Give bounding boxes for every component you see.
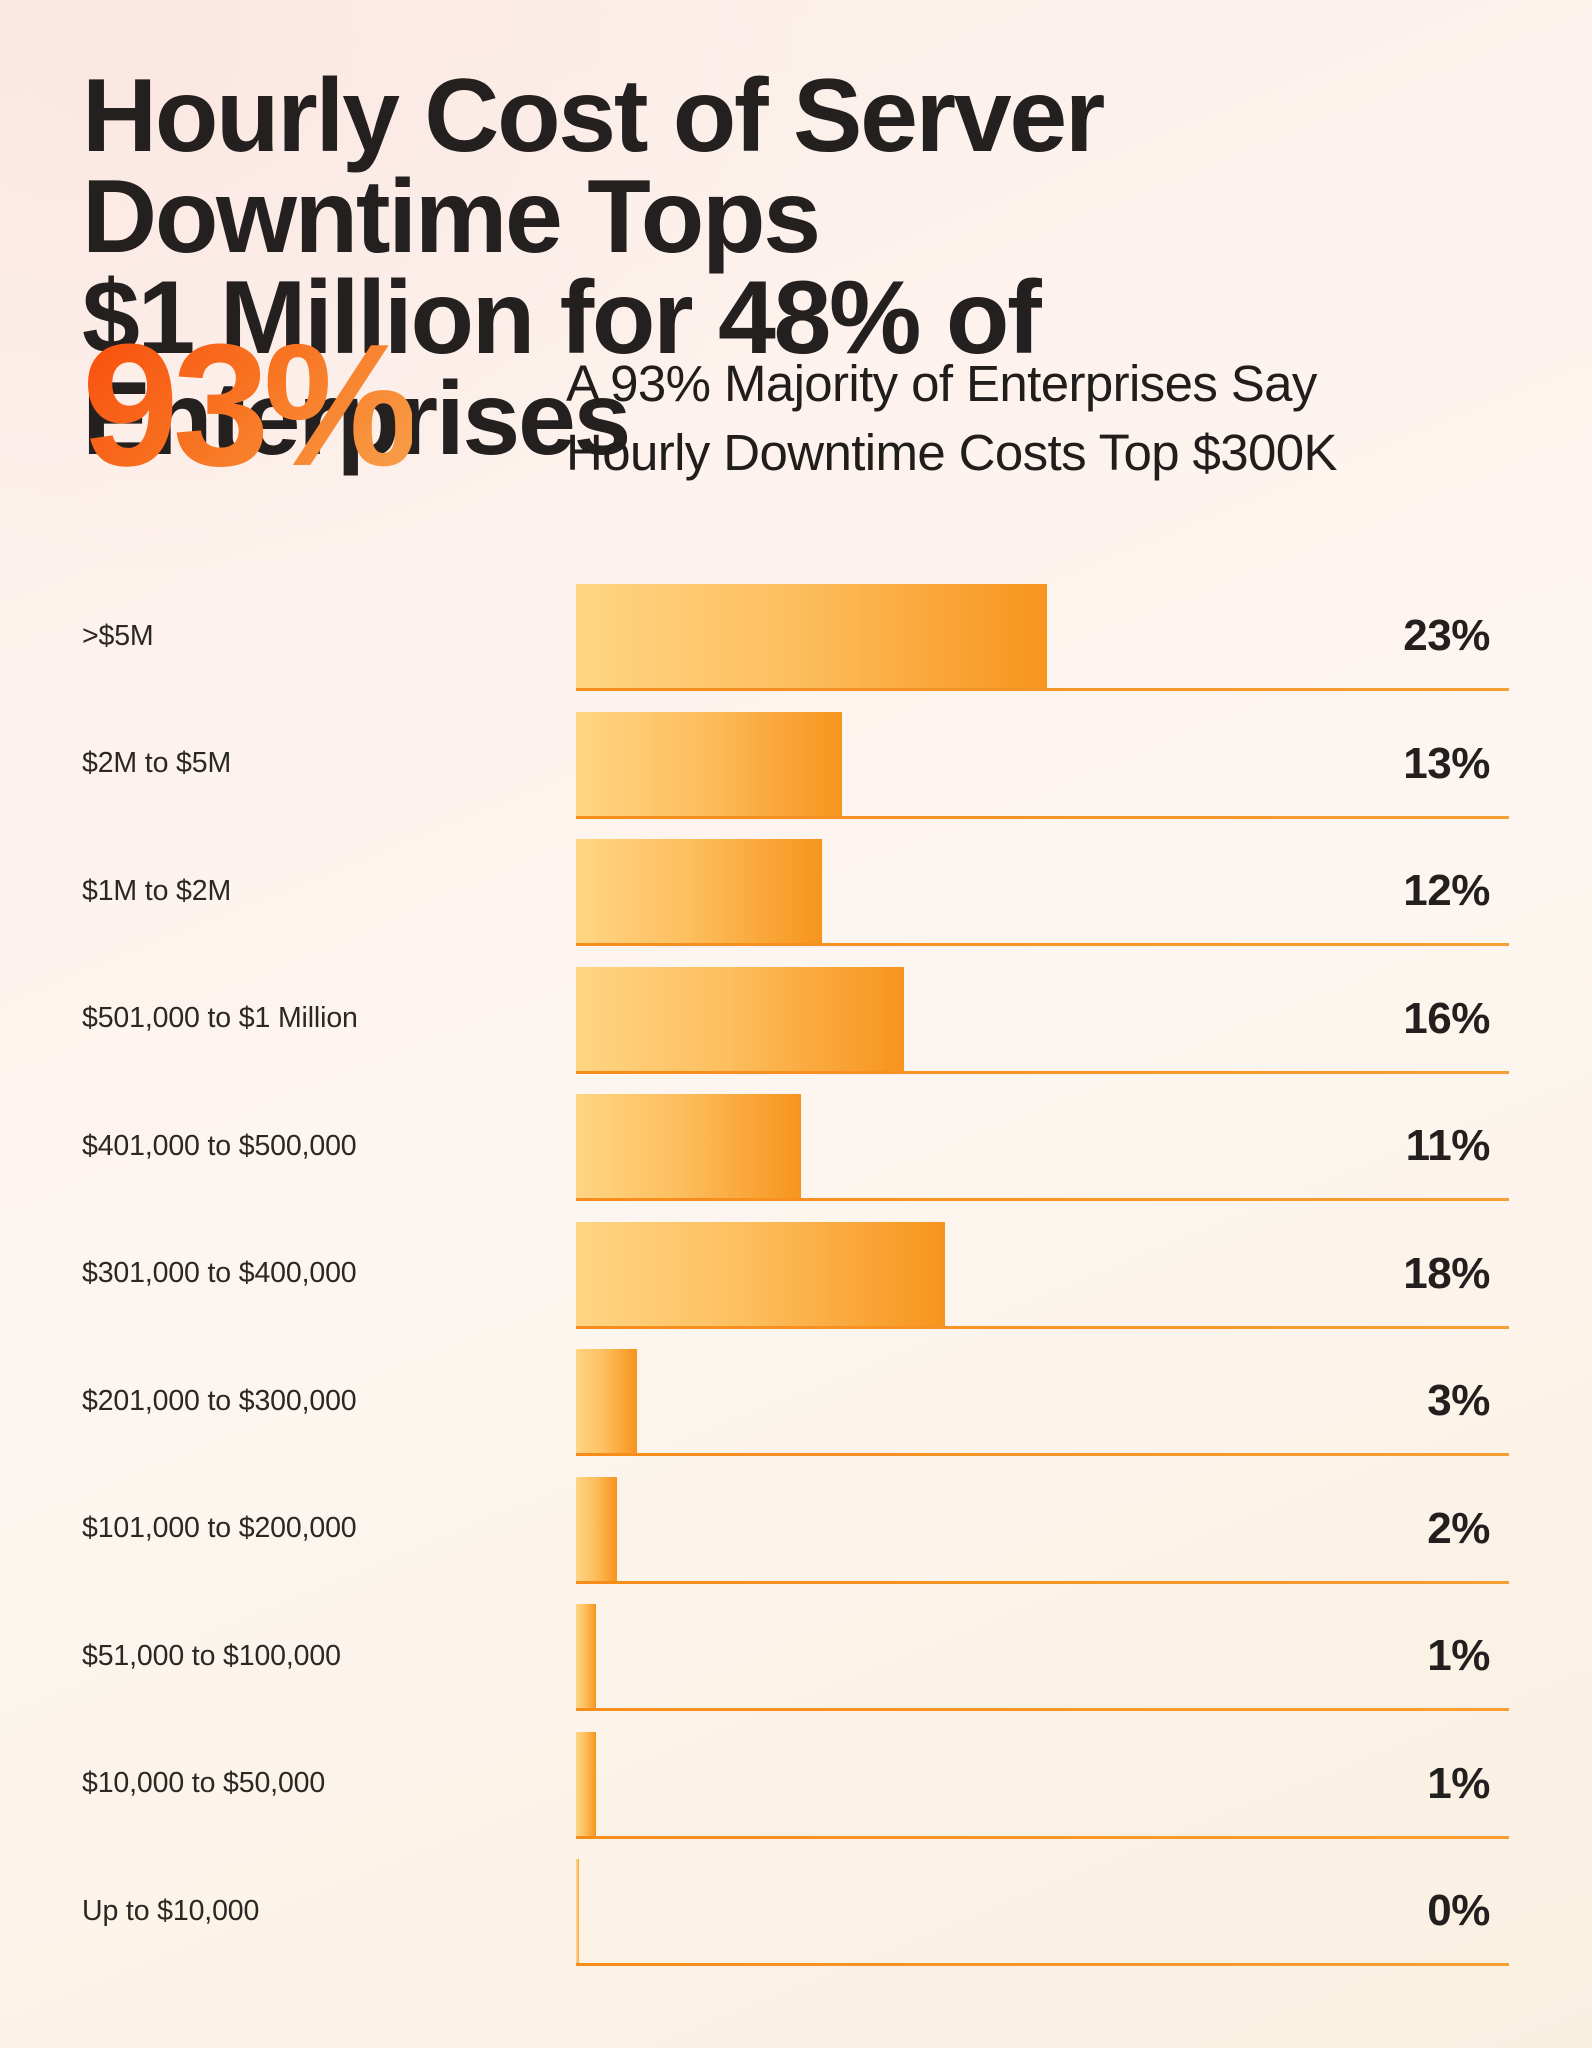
chart-row: $201,000 to $300,000 3% (82, 1349, 1509, 1456)
bar (576, 1859, 579, 1963)
bar-category-label: $51,000 to $100,000 (82, 1639, 341, 1672)
bar-underline (576, 1198, 1509, 1201)
bar-value-label: 18% (1403, 1248, 1490, 1298)
chart-row: $301,000 to $400,000 18% (82, 1221, 1509, 1329)
bar (576, 839, 822, 943)
chart-row: $2M to $5M 13% (82, 711, 1509, 819)
bar-track: 3% (576, 1349, 1509, 1456)
stat-caption-line2: Hourly Downtime Costs Top $300K (566, 424, 1338, 481)
bar-underline (576, 815, 1509, 819)
bar-track: 11% (576, 1094, 1509, 1201)
page-title: Hourly Cost of Server Downtime Tops $1 M… (82, 58, 1522, 471)
bar-value-label: 12% (1403, 866, 1490, 915)
stat-caption: A 93% Majority of Enterprises Say Hourly… (566, 349, 1546, 487)
chart-row: $10,000 to $50,000 1% (82, 1731, 1509, 1839)
bar-underline (576, 1580, 1509, 1584)
bar-value-label: 13% (1403, 738, 1490, 788)
bar-category-label: Up to $10,000 (82, 1894, 260, 1927)
bar-track: 0% (576, 1859, 1509, 1966)
bar-track: 2% (576, 1476, 1509, 1584)
bar-category-label: $501,000 to $1 Million (82, 1002, 358, 1034)
bar-value-label: 1% (1427, 1631, 1490, 1680)
page-title-line2: $1 Million for 48% of Enterprises (82, 260, 1042, 471)
bar (576, 1476, 617, 1581)
page-title-line1: Hourly Cost of Server Downtime Tops (82, 58, 1105, 275)
bar-underline (576, 1325, 1509, 1329)
chart-row: $51,000 to $100,000 1% (82, 1604, 1509, 1711)
bar (576, 711, 843, 816)
bar (576, 966, 904, 1071)
bar (576, 1221, 945, 1326)
bar-value-label: 1% (1427, 1758, 1490, 1808)
bar-underline (576, 1835, 1509, 1839)
bar-underline (576, 688, 1509, 691)
bar-track: 16% (576, 966, 1509, 1074)
bar (576, 1349, 638, 1453)
bar-underline (576, 1453, 1509, 1456)
bar-category-label: >$5M (82, 619, 154, 652)
bar-value-label: 2% (1427, 1503, 1490, 1553)
big-stat-value: 93% (82, 307, 418, 502)
chart: >$5M 23% $2M to $5M 13% $1M to $2M 12% $501,00… (82, 584, 1509, 1966)
bar-category-label: $10,000 to $50,000 (82, 1767, 326, 1799)
bar-value-label: 3% (1427, 1376, 1490, 1425)
bar-category-label: $401,000 to $500,000 (82, 1129, 357, 1162)
bar-track: 1% (576, 1731, 1509, 1839)
chart-row: Up to $10,000 0% (82, 1859, 1509, 1966)
bar (576, 1094, 802, 1198)
bar-value-label: 0% (1427, 1886, 1490, 1935)
bar-value-label: 11% (1405, 1121, 1491, 1170)
bar (576, 584, 1047, 688)
bar-track: 23% (576, 584, 1509, 691)
bar-value-label: 23% (1403, 611, 1490, 660)
chart-row: $101,000 to $200,000 2% (82, 1476, 1509, 1584)
bar (576, 1731, 597, 1836)
bar-track: 1% (576, 1604, 1509, 1711)
bar-category-label: $1M to $2M (82, 874, 232, 907)
stat-caption-line1: A 93% Majority of Enterprises Say (566, 355, 1317, 412)
bar-track: 18% (576, 1221, 1509, 1329)
bar-category-label: $201,000 to $300,000 (82, 1384, 357, 1417)
chart-row: $1M to $2M 12% (82, 839, 1509, 946)
chart-row: $501,000 to $1 Million 16% (82, 966, 1509, 1074)
bar (576, 1604, 597, 1708)
bar-category-label: $2M to $5M (82, 747, 232, 779)
bar-value-label: 16% (1403, 993, 1490, 1043)
bar-category-label: $101,000 to $200,000 (82, 1512, 357, 1544)
bar-category-label: $301,000 to $400,000 (82, 1257, 357, 1289)
bar-track: 13% (576, 711, 1509, 819)
bar-underline (576, 943, 1509, 946)
chart-row: >$5M 23% (82, 584, 1509, 691)
bar-underline (576, 1070, 1509, 1074)
bar-track: 12% (576, 839, 1509, 946)
bar-underline (576, 1708, 1509, 1711)
bar-underline (576, 1963, 1509, 1966)
chart-row: $401,000 to $500,000 11% (82, 1094, 1509, 1201)
